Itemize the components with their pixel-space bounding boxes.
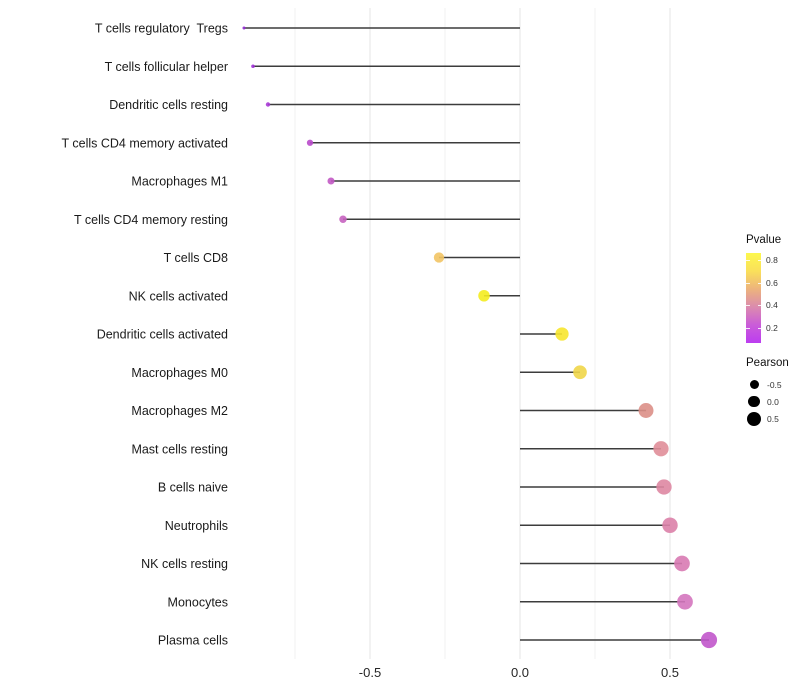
pvalue-tickmark [757,305,761,307]
lollipop-dot [638,403,654,418]
y-axis-label: Neutrophils [165,519,228,533]
pvalue-tick-label: 0.4 [766,300,778,311]
y-axis-label: T cells follicular helper [105,60,228,74]
y-axis-label: Dendritic cells resting [109,98,228,112]
y-axis-labels: T cells regulatory Tregs T cells follicul… [62,22,229,648]
lollipop-dot [306,139,314,146]
y-axis-label: Plasma cells [158,634,228,648]
lollipop-dot [433,252,445,263]
y-axis-label: T cells regulatory Tregs [95,22,228,36]
x-axis-tick-label: 0.0 [511,665,529,680]
x-axis-labels: -0.5 0.0 0.5 [359,665,679,680]
pvalue-legend-title: Pvalue [746,234,782,246]
lollipop-dot [242,26,246,30]
pearson-legend-item: -0.5 [746,376,789,393]
lollipop-dot [339,215,347,223]
pvalue-gradient-wrap: 0.8 0.6 0.4 0.2 [746,253,778,343]
pearson-legend-title: Pearson [746,357,789,369]
lollipop-dot [677,593,693,610]
lollipop-dot [700,631,718,649]
pearson-size-dot [747,411,761,426]
pearson-item-label: 0.5 [767,413,779,424]
lollipop-dot [555,327,569,341]
lollipop-dot [327,177,335,185]
pvalue-tick-label: 0.6 [766,277,778,288]
pvalue-gradient-bar [746,253,761,343]
pvalue-tick-label: 0.8 [766,255,778,266]
pearson-legend: Pearson -0.5 0.0 0.5 [746,357,789,427]
lollipop-dot [674,555,690,572]
y-axis-label: Macrophages M2 [131,404,228,418]
x-axis-tick-label: -0.5 [359,665,381,680]
pearson-legend-item: 0.0 [746,393,789,410]
lollipop-dot [573,365,587,380]
pvalue-tickmark [746,305,750,307]
pearson-size-dot [748,395,760,408]
y-axis-label: Monocytes [168,595,228,609]
pvalue-tickmark [746,327,750,329]
lollipop-dot [662,517,678,533]
pearson-legend-item: 0.5 [746,410,789,427]
pvalue-tickmark [757,282,761,284]
lollipop-dot [656,479,672,495]
lollipop-dot [653,441,669,457]
pearson-size-dot [749,380,759,389]
pvalue-tickmark [746,282,750,284]
y-axis-label: B cells naive [158,481,228,495]
y-axis-label: T cells CD4 memory resting [74,213,228,227]
x-axis-tick-label: 0.5 [661,665,679,680]
gridlines [294,8,671,659]
pvalue-tickmark [757,260,761,262]
lollipop-dot [265,102,271,107]
pvalue-tickmark [746,260,750,262]
stems [244,27,709,641]
y-axis-label: NK cells resting [141,557,228,571]
dots [242,26,718,649]
y-axis-label: T cells CD8 [164,251,228,265]
y-axis-label: NK cells activated [129,289,228,303]
pearson-item-label: 0.0 [767,396,779,407]
pvalue-legend: Pvalue 0.8 0.6 0.4 0.2 [746,234,781,343]
y-axis-label: Macrophages M0 [131,366,228,380]
y-axis-label: Macrophages M1 [131,175,228,189]
pearson-legend-items: -0.5 0.0 0.5 [746,376,789,427]
lollipop-dot [478,289,490,302]
y-axis-label: Dendritic cells activated [97,328,228,342]
y-axis-label: Mast cells resting [131,442,228,456]
pvalue-tickmark [757,327,761,329]
y-axis-label: T cells CD4 memory activated [62,136,229,150]
pvalue-tick-label: 0.2 [766,322,778,333]
pearson-item-label: -0.5 [767,379,782,390]
lollipop-dot [251,64,255,69]
